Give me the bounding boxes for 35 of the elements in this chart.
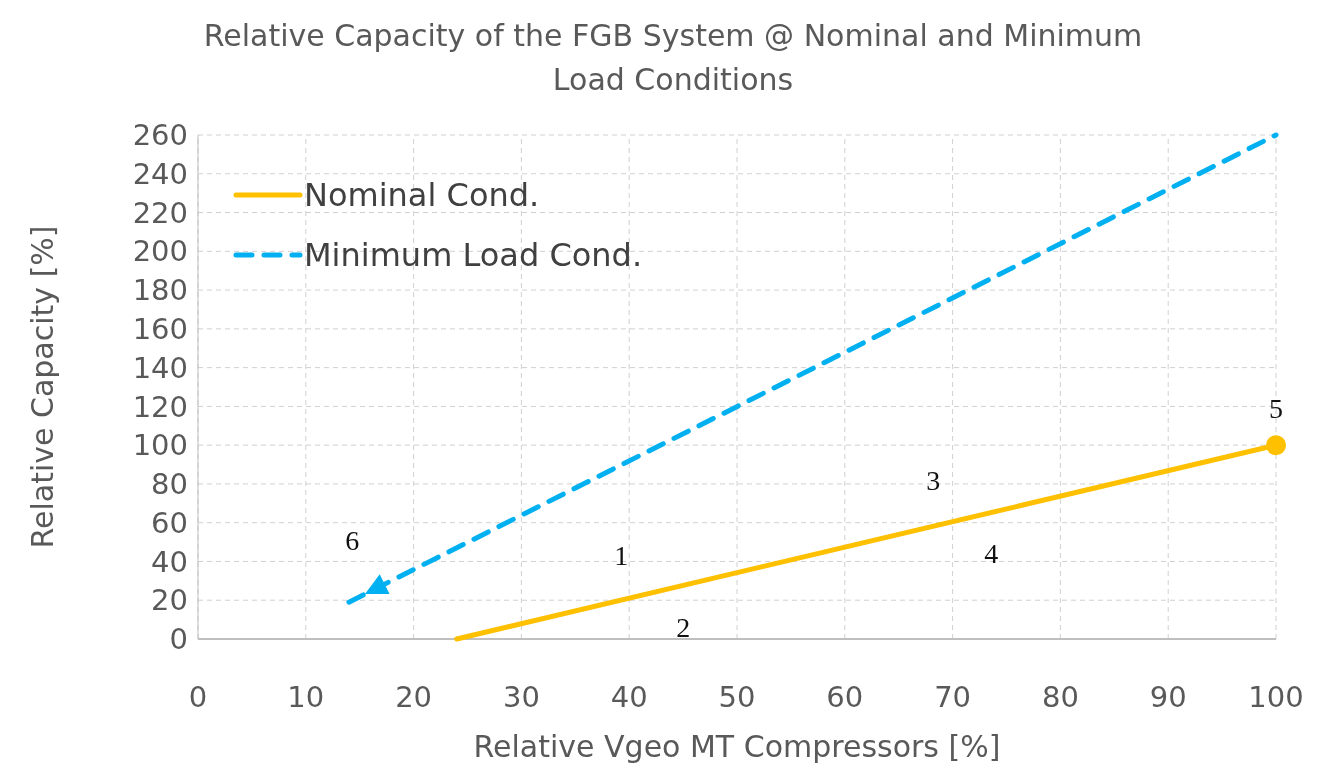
annotation: 4 — [984, 537, 999, 569]
x-tick-label: 30 — [502, 680, 540, 714]
y-tick-label: 220 — [132, 195, 188, 230]
x-tick-label: 100 — [1248, 680, 1304, 714]
chart-title: Relative Capacity of the FGB System @ Nominal and Minimum Load Conditions — [203, 18, 1143, 97]
x-tick-label: 40 — [610, 680, 648, 714]
x-tick-label: 10 — [287, 680, 325, 714]
y-tick-label: 140 — [132, 350, 188, 385]
y-tick-label: 80 — [151, 467, 188, 502]
y-tick-label: 240 — [132, 156, 188, 191]
x-tick-label: 20 — [395, 680, 433, 714]
y-tick-label: 180 — [132, 273, 188, 308]
x-axis-title: Relative Vgeo MT Compressors [%] — [473, 729, 1001, 764]
y-tick-label: 0 — [169, 622, 188, 657]
y-tick-label: 40 — [151, 544, 188, 579]
x-tick-label: 90 — [1149, 680, 1187, 714]
annotation: 2 — [676, 612, 691, 644]
x-tick-label: 80 — [1041, 680, 1079, 714]
y-tick-label: 160 — [132, 312, 188, 346]
legend-label: Minimum Load Cond. — [304, 236, 643, 275]
y-tick-label: 100 — [132, 428, 188, 463]
annotation: 1 — [614, 540, 629, 572]
y-tick-label: 20 — [151, 583, 188, 618]
legend-label: Nominal Cond. — [304, 176, 540, 215]
x-tick-label: 70 — [934, 680, 972, 714]
x-tick-label: 60 — [826, 680, 864, 714]
annotation: 5 — [1269, 392, 1283, 424]
x-tick-label: 50 — [718, 680, 756, 714]
y-tick-label: 60 — [151, 505, 188, 540]
y-tick-label: 120 — [132, 389, 188, 424]
y-tick-label: 260 — [132, 118, 188, 153]
y-tick-label: 200 — [132, 234, 188, 269]
annotation: 6 — [345, 525, 360, 557]
y-axis-title: Relative Capacity [%] — [25, 225, 60, 549]
annotation: 3 — [926, 464, 941, 496]
